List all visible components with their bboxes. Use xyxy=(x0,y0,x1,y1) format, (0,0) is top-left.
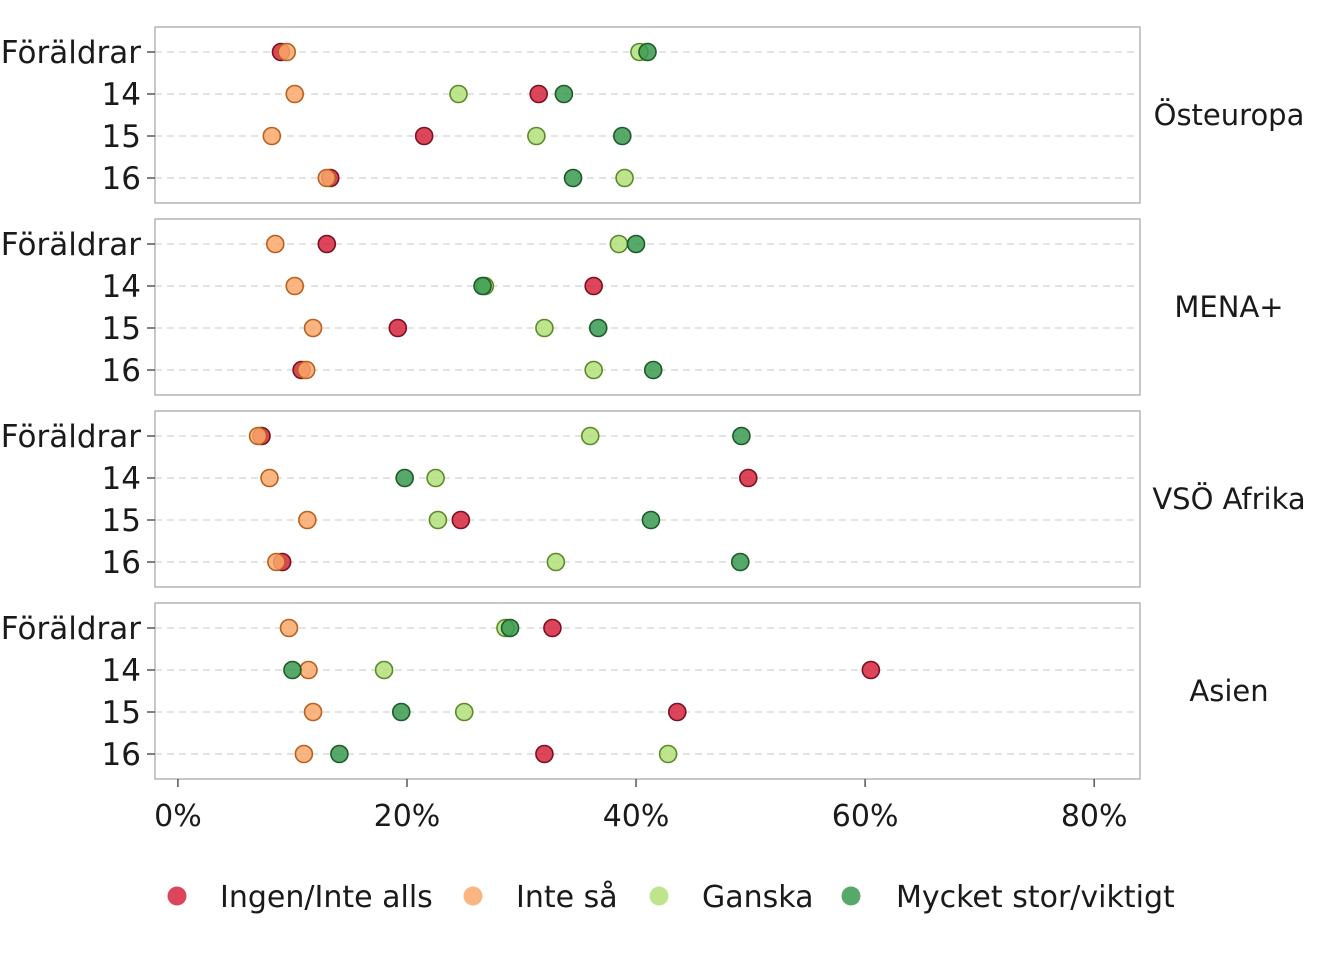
data-point-ingen-inte-alls xyxy=(584,276,603,296)
data-point-mycket-stor-viktigt xyxy=(391,702,411,722)
x-tick-label: 60% xyxy=(832,799,899,834)
data-point-ingen-inte-alls xyxy=(667,702,687,722)
y-tick-label: 16 xyxy=(102,545,141,581)
data-point-mycket-stor-viktigt xyxy=(626,234,646,254)
facet-label: VSÖ Afrika xyxy=(1152,482,1305,516)
y-tick-label: 15 xyxy=(102,695,141,731)
data-point-mycket-stor-viktigt xyxy=(395,468,414,488)
data-point-inte-sa xyxy=(294,744,314,764)
data-point-inte-sa xyxy=(303,318,323,338)
data-point-mycket-stor-viktigt xyxy=(283,660,302,680)
data-point-inte-sa xyxy=(265,234,285,254)
data-point-inte-sa xyxy=(298,510,317,530)
legend-marker-mycket-stor-viktigt xyxy=(841,886,861,906)
data-point-ganska xyxy=(527,126,546,146)
data-point-inte-sa xyxy=(285,276,305,296)
data-point-mycket-stor-viktigt xyxy=(554,84,574,104)
data-point-mycket-stor-viktigt xyxy=(643,360,663,380)
data-point-ganska xyxy=(449,84,468,104)
y-tick-label: 16 xyxy=(102,737,141,773)
panel-osteuropa: Föräldrar 14 15 16 Östeuropa xyxy=(1,26,1305,204)
data-point-inte-sa xyxy=(248,426,268,446)
data-point-mycket-stor-viktigt xyxy=(473,276,492,296)
y-tick-label: Föräldrar xyxy=(1,227,141,263)
y-tick-label: 15 xyxy=(102,119,141,155)
data-point-ganska xyxy=(584,360,603,380)
data-point-mycket-stor-viktigt xyxy=(613,126,632,146)
y-tick-label: Föräldrar xyxy=(1,419,141,455)
data-point-ingen-inte-alls xyxy=(535,744,554,764)
data-point-inte-sa xyxy=(285,84,305,104)
data-point-inte-sa xyxy=(267,552,286,572)
legend-marker-inte-sa xyxy=(463,886,483,906)
x-tick-label: 20% xyxy=(374,799,441,834)
legend-label-ingen-inte-alls: Ingen/Inte alls xyxy=(220,880,433,915)
data-point-ingen-inte-alls xyxy=(451,510,471,530)
legend-marker-ganska xyxy=(649,886,669,906)
data-point-inte-sa xyxy=(317,168,337,188)
data-point-ganska xyxy=(609,234,629,254)
legend-label-ganska: Ganska xyxy=(702,880,814,915)
x-axis: 0% 20% 40% 60% 80% xyxy=(154,779,1128,834)
data-point-mycket-stor-viktigt xyxy=(563,168,583,188)
y-tick-label: Föräldrar xyxy=(1,611,141,647)
data-point-mycket-stor-viktigt xyxy=(641,510,661,530)
panel-asien: Föräldrar 14 15 16 Asien xyxy=(1,602,1269,780)
panel-frame xyxy=(154,410,1141,588)
legend-marker-ingen-inte-alls xyxy=(167,886,187,906)
data-point-ganska xyxy=(374,660,394,680)
data-point-mycket-stor-viktigt xyxy=(500,618,520,638)
data-point-ganska xyxy=(580,426,600,446)
x-tick-label: 0% xyxy=(154,799,202,834)
legend: Ingen/Inte alls Inte så Ganska Mycket stor/… xyxy=(167,880,1175,915)
panel-vso-afrika: Föräldrar 14 15 16 VSÖ Afrika xyxy=(1,410,1306,588)
data-point-ingen-inte-alls xyxy=(861,660,881,680)
data-point-inte-sa xyxy=(279,618,299,638)
data-point-mycket-stor-viktigt xyxy=(730,552,750,572)
data-point-ingen-inte-alls xyxy=(543,618,562,638)
panel-frame xyxy=(154,602,1141,780)
data-point-inte-sa xyxy=(277,42,297,62)
data-point-ganska xyxy=(546,552,566,572)
data-point-inte-sa xyxy=(296,360,316,380)
data-point-mycket-stor-viktigt xyxy=(638,42,657,62)
data-point-mycket-stor-viktigt xyxy=(330,744,349,764)
data-point-inte-sa xyxy=(303,702,323,722)
data-point-ingen-inte-alls xyxy=(529,84,548,104)
data-point-ganska xyxy=(428,510,448,530)
x-tick-label: 80% xyxy=(1061,799,1128,834)
data-point-inte-sa xyxy=(262,126,282,146)
data-point-ingen-inte-alls xyxy=(738,468,758,488)
legend-label-inte-sa: Inte så xyxy=(516,880,618,915)
data-point-ganska xyxy=(426,468,445,488)
data-point-inte-sa xyxy=(299,660,318,680)
facet-label: MENA+ xyxy=(1174,290,1283,324)
data-point-mycket-stor-viktigt xyxy=(732,426,751,446)
y-tick-label: 16 xyxy=(102,161,141,197)
x-tick-label: 40% xyxy=(603,799,670,834)
y-tick-label: 15 xyxy=(102,311,141,347)
y-tick-label: 14 xyxy=(102,653,141,689)
data-point-ganska xyxy=(535,318,554,338)
panel-mena: Föräldrar 14 15 16 MENA+ xyxy=(1,218,1284,396)
y-tick-label: 14 xyxy=(102,461,141,497)
y-tick-label: Föräldrar xyxy=(1,35,141,71)
y-tick-label: 15 xyxy=(102,503,141,539)
data-point-ingen-inte-alls xyxy=(317,234,337,254)
data-point-ganska xyxy=(658,744,678,764)
facet-label: Asien xyxy=(1189,674,1268,708)
data-point-ingen-inte-alls xyxy=(388,318,408,338)
y-tick-label: 14 xyxy=(102,77,141,113)
y-tick-label: 16 xyxy=(102,353,141,389)
facet-label: Östeuropa xyxy=(1154,98,1305,132)
data-point-ganska xyxy=(454,702,474,722)
legend-label-mycket-stor-viktigt: Mycket stor/viktigt xyxy=(896,880,1175,915)
y-tick-label: 14 xyxy=(102,269,141,305)
data-point-ingen-inte-alls xyxy=(414,126,434,146)
data-point-mycket-stor-viktigt xyxy=(588,318,608,338)
data-point-inte-sa xyxy=(260,468,279,488)
data-point-ganska xyxy=(615,168,634,188)
